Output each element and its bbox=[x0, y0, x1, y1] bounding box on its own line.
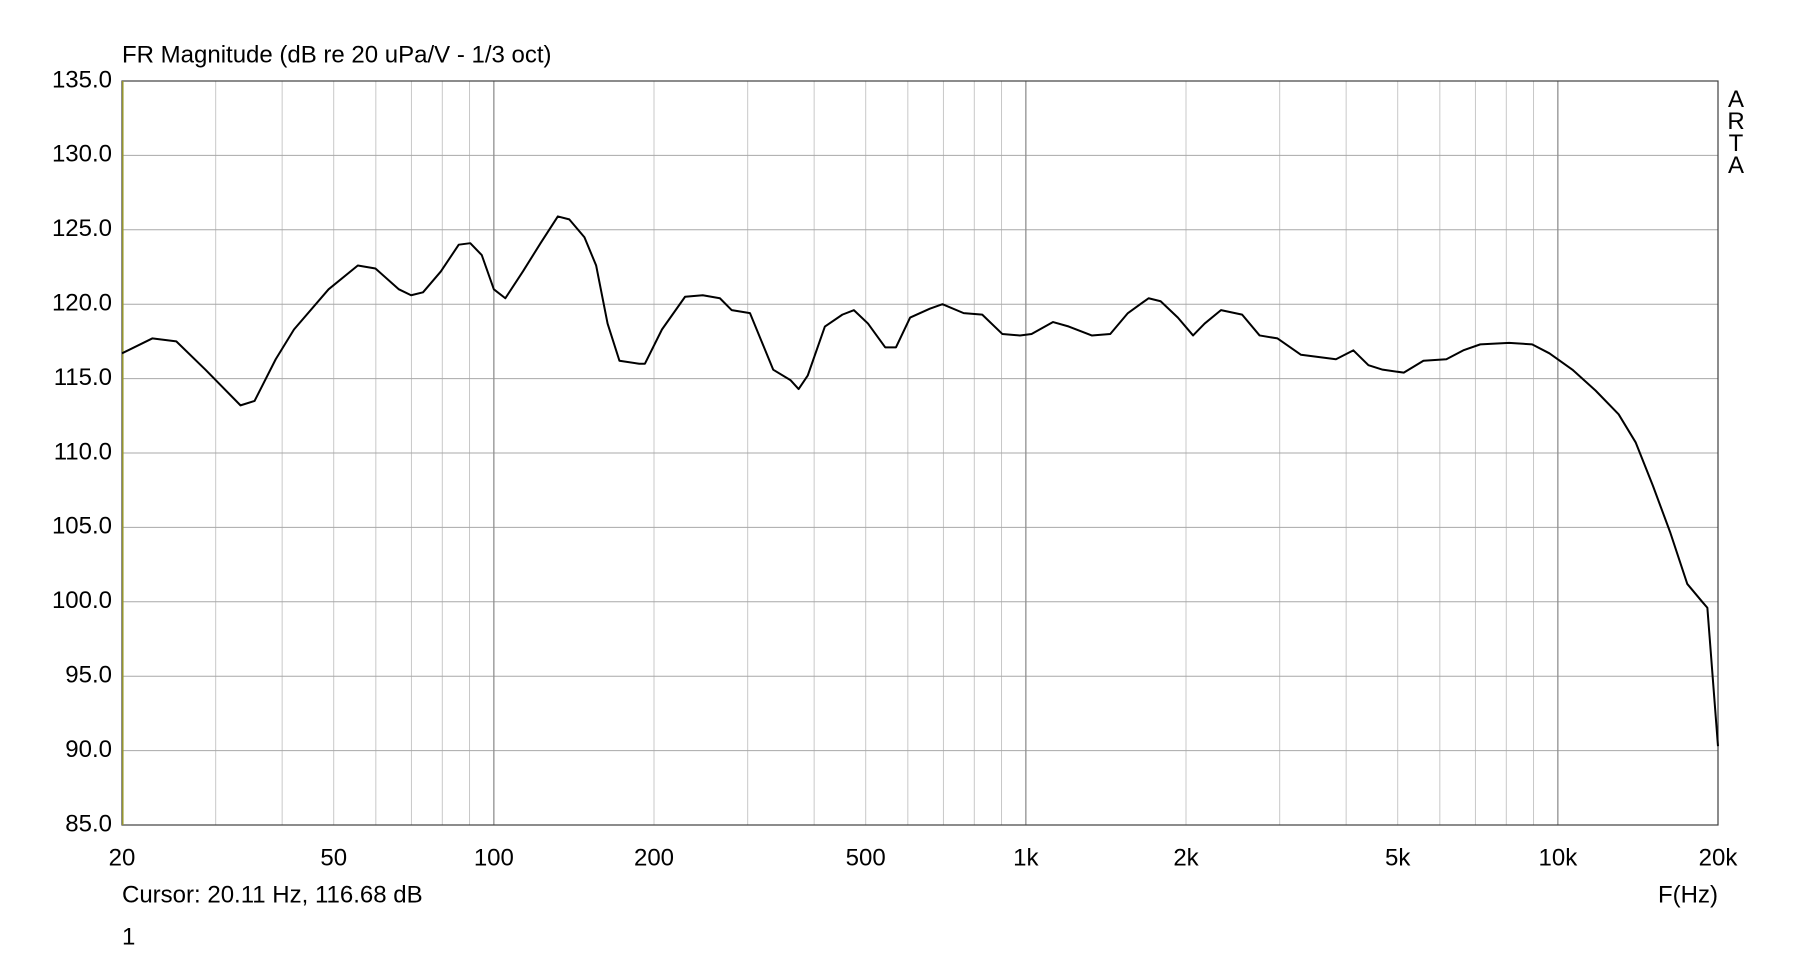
y-tick-label: 90.0 bbox=[65, 736, 112, 763]
y-tick-label: 110.0 bbox=[54, 438, 112, 465]
y-tick-label: 120.0 bbox=[52, 290, 112, 317]
response-curve bbox=[121, 215, 1719, 747]
x-tick-label: 1k bbox=[1013, 844, 1039, 871]
y-tick-label: 100.0 bbox=[52, 587, 112, 614]
x-tick-label: 5k bbox=[1385, 844, 1411, 871]
x-tick-label: 50 bbox=[320, 844, 347, 871]
x-axis-label: F(Hz) bbox=[1658, 881, 1718, 908]
footer: 1 bbox=[122, 923, 135, 950]
chart-title: FR Magnitude (dB re 20 uPa/V - 1/3 oct) bbox=[122, 41, 552, 68]
cursor-readout: Cursor: 20.11 Hz, 116.68 dB bbox=[122, 881, 423, 908]
y-tick-label: 85.0 bbox=[65, 810, 112, 837]
x-tick-label: 200 bbox=[634, 844, 674, 871]
y-tick-label: 95.0 bbox=[65, 662, 112, 689]
x-tick-label: 20 bbox=[109, 844, 136, 871]
y-tick-label: 115.0 bbox=[54, 364, 112, 391]
y-tick-label: 135.0 bbox=[52, 66, 112, 93]
x-tick-label: 2k bbox=[1173, 844, 1199, 871]
watermark: ARTA bbox=[1723, 86, 1750, 174]
y-tick-label: 105.0 bbox=[52, 513, 112, 540]
x-tick-label: 100 bbox=[474, 844, 514, 871]
y-tick-label: 125.0 bbox=[52, 215, 112, 242]
x-tick-label: 500 bbox=[846, 844, 886, 871]
y-tick-label: 130.0 bbox=[52, 141, 112, 168]
x-tick-label: 10k bbox=[1539, 844, 1579, 871]
x-tick-label: 20k bbox=[1699, 844, 1739, 871]
plot-frame bbox=[121, 80, 1719, 826]
